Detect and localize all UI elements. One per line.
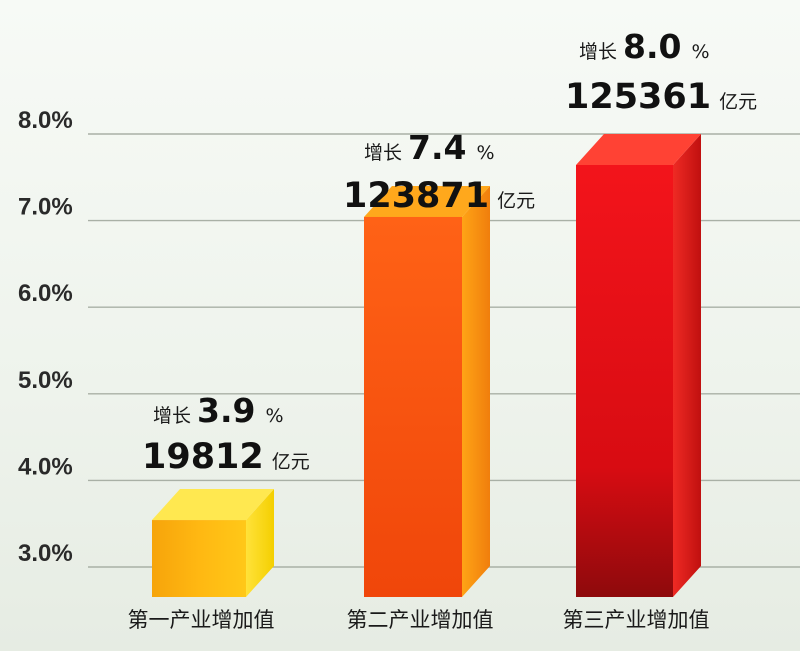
bar-annotation-1: 增长 3.9 % 19812 亿元 (142, 391, 310, 477)
bar-2 (364, 185, 490, 597)
bar-3 (576, 134, 701, 597)
x-category-label: 第二产业增加值 (347, 608, 494, 632)
bar-side (246, 489, 274, 597)
y-tick-label: 8.0% (18, 107, 73, 134)
amount-label: 123871 亿元 (343, 176, 535, 216)
bar-front (152, 520, 246, 597)
y-tick-label: 4.0% (18, 453, 73, 480)
y-tick-label: 7.0% (18, 194, 73, 221)
amount-label: 125361 亿元 (565, 77, 757, 117)
y-tick-label: 3.0% (18, 540, 73, 567)
x-category-label: 第一产业增加值 (128, 608, 275, 632)
bar-front (364, 216, 462, 597)
x-axis-categories: 第一产业增加值 第二产业增加值 第三产业增加值 (128, 608, 710, 632)
bar-top (576, 134, 701, 165)
bars (152, 134, 701, 597)
bar-side (462, 185, 490, 597)
y-axis-ticks: 3.0% 4.0% 5.0% 6.0% 7.0% 8.0% (18, 107, 73, 567)
y-tick-label: 5.0% (18, 367, 73, 394)
x-category-label: 第三产业增加值 (563, 608, 710, 632)
bar-top (364, 185, 490, 217)
y-tick-label: 6.0% (18, 280, 73, 307)
bar-1 (152, 489, 274, 597)
bar-side (673, 134, 701, 597)
amount-label: 19812 亿元 (142, 437, 310, 477)
growth-label: 增长 7.4% (364, 128, 495, 167)
bar-labels: 增长 3.9 % 19812 亿元 增长 7.4 % 123871 亿元 增长 8.0 % 125361 亿… (142, 27, 757, 477)
growth-label: 增长 3.9% (153, 391, 284, 430)
bar-annotation-3: 增长 8.0 % 125361 亿元 (565, 27, 757, 117)
bar-top (152, 489, 274, 521)
bar-annotation-2: 增长 7.4 % 123871 亿元 (343, 128, 535, 216)
bar-front (576, 165, 673, 597)
growth-label: 增长 8.0% (579, 27, 710, 66)
